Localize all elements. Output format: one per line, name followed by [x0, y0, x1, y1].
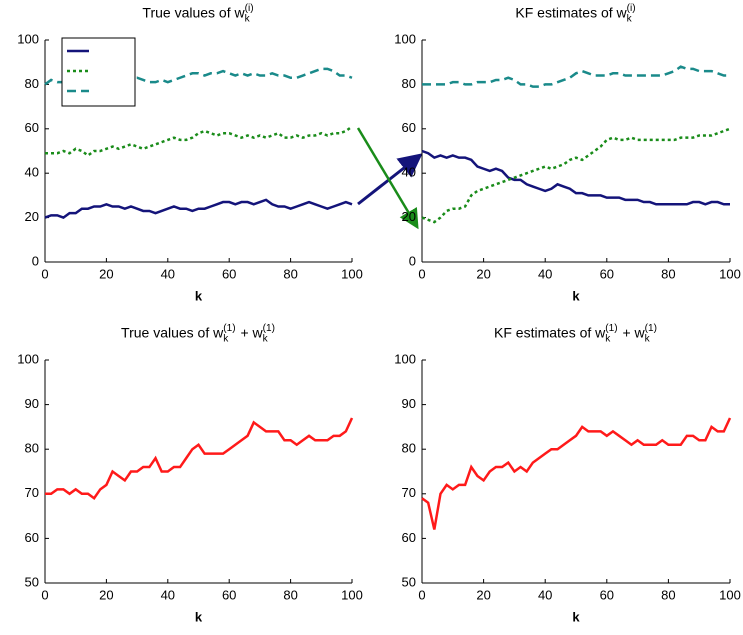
chart-title-text: + w [237, 325, 264, 341]
x-tick-label: 60 [600, 266, 614, 281]
chart-title-text: KF estimates of w [494, 325, 606, 341]
chart-title-sup: (1) [263, 323, 275, 334]
chart-title-text: True values of w [142, 5, 245, 21]
x-tick-label: 60 [600, 587, 614, 602]
y-tick-label: 80 [25, 76, 39, 91]
x-tick-label: 100 [341, 266, 363, 281]
y-tick-label: 70 [402, 485, 416, 500]
chart-title: KF estimates of w k(i) [515, 3, 635, 25]
y-tick-label: 80 [25, 441, 39, 456]
chart-title-sup: (i) [245, 3, 254, 14]
x-tick-label: 40 [538, 587, 552, 602]
y-tick-label: 20 [402, 209, 416, 224]
chart-title-sup: (1) [223, 323, 235, 334]
y-tick-label: 50 [402, 574, 416, 589]
y-tick-label: 0 [32, 253, 39, 268]
x-tick-label: 20 [99, 266, 113, 281]
y-tick-label: 70 [25, 485, 39, 500]
chart-title-sub: k [263, 334, 269, 345]
y-tick-label: 60 [25, 530, 39, 545]
x-tick-label: 60 [222, 587, 236, 602]
y-tick-label: 100 [17, 351, 39, 366]
data-line [44, 198, 353, 220]
x-tick-label: 60 [222, 266, 236, 281]
chart-title-sup: (i) [627, 3, 636, 14]
chart-title-sub: k [223, 334, 229, 345]
y-tick-label: 100 [17, 31, 39, 46]
y-tick-label: 20 [25, 209, 39, 224]
x-tick-label: 40 [161, 266, 175, 281]
chart-title-sub: k [245, 14, 251, 25]
y-tick-label: 40 [25, 165, 39, 180]
data-line [44, 67, 353, 86]
y-tick-label: 50 [25, 574, 39, 589]
data-line [421, 127, 731, 224]
x-tick-label: 80 [661, 587, 675, 602]
chart-title-sub: k [605, 334, 611, 345]
chart-title-sup: (1) [645, 323, 657, 334]
chart-title-sup: (1) [605, 323, 617, 334]
x-tick-label: 20 [99, 587, 113, 602]
x-tick-label: 80 [283, 587, 297, 602]
x-tick-label: 0 [41, 587, 48, 602]
chart-title-sub: k [645, 334, 651, 345]
x-tick-label: 100 [719, 266, 741, 281]
chart-title-text: + w [619, 325, 646, 341]
x-tick-label: 80 [661, 266, 675, 281]
y-tick-label: 40 [402, 165, 416, 180]
y-tick-label: 80 [402, 441, 416, 456]
x-tick-label: 20 [476, 266, 490, 281]
x-axis-label: k [572, 288, 580, 303]
data-line [45, 417, 354, 501]
data-line [45, 125, 353, 157]
chart-title-sub: k [627, 14, 633, 25]
y-tick-label: 60 [402, 120, 416, 135]
x-tick-label: 0 [418, 266, 425, 281]
data-line [421, 417, 732, 530]
x-tick-label: 0 [418, 587, 425, 602]
data-line [421, 149, 730, 206]
arrow [356, 127, 419, 230]
y-tick-label: 60 [402, 530, 416, 545]
chart-title-text: KF estimates of w [515, 5, 627, 21]
y-tick-label: 90 [25, 396, 39, 411]
y-tick-label: 60 [25, 120, 39, 135]
chart-title: True values of w k(1) + w k(1) [121, 323, 275, 345]
x-tick-label: 0 [41, 266, 48, 281]
x-tick-label: 40 [161, 587, 175, 602]
x-tick-label: 100 [341, 587, 363, 602]
y-tick-label: 100 [394, 31, 416, 46]
x-axis-label: k [572, 609, 580, 624]
legend-box [61, 37, 136, 107]
y-tick-label: 100 [394, 351, 416, 366]
x-tick-label: 20 [476, 587, 490, 602]
x-axis-label: k [195, 288, 203, 303]
data-line [422, 65, 730, 88]
y-tick-label: 90 [402, 396, 416, 411]
x-tick-label: 100 [719, 587, 741, 602]
chart-title: KF estimates of w k(1) + w k(1) [494, 323, 657, 345]
x-tick-label: 80 [283, 266, 297, 281]
x-axis-label: k [195, 609, 203, 624]
y-tick-label: 0 [409, 253, 416, 268]
y-tick-label: 80 [402, 76, 416, 91]
chart-title: True values of w k(i) [142, 3, 253, 25]
x-tick-label: 40 [538, 266, 552, 281]
chart-title-text: True values of w [121, 325, 224, 341]
